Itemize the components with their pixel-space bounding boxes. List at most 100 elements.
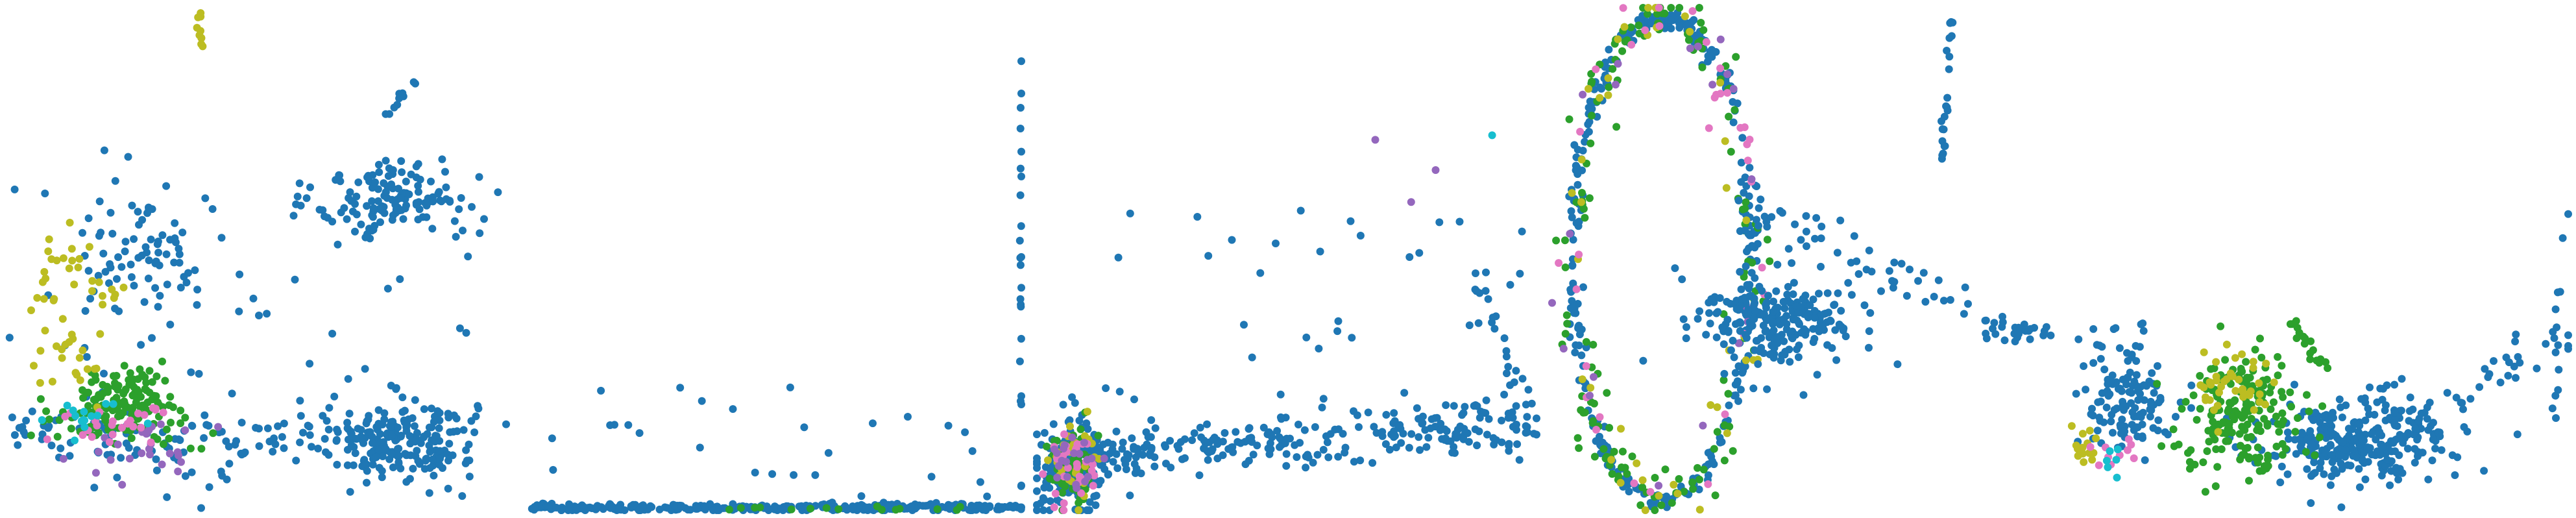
data-point [2102, 456, 2111, 465]
data-point [1773, 333, 1781, 341]
data-point [2169, 425, 2178, 434]
data-point [2124, 446, 2132, 454]
data-point [1513, 426, 1520, 434]
data-point [181, 472, 189, 480]
data-point [1228, 236, 1236, 244]
data-point [1716, 35, 1725, 43]
data-point [2275, 428, 2283, 436]
data-point [502, 420, 510, 428]
data-point [1572, 166, 1580, 175]
data-point [1705, 124, 1713, 132]
data-point [1458, 411, 1466, 419]
data-point [1791, 220, 1799, 228]
data-point [2379, 384, 2387, 393]
data-point [2512, 330, 2520, 339]
data-point [128, 391, 137, 400]
data-point [1865, 246, 1873, 254]
data-point [2463, 427, 2472, 436]
data-point [608, 502, 616, 511]
data-point [158, 231, 167, 240]
data-point [1533, 414, 1540, 423]
data-point [143, 419, 152, 428]
data-point [1940, 142, 1949, 151]
data-point [1757, 334, 1766, 342]
data-point [2132, 341, 2140, 350]
data-point [152, 392, 160, 401]
data-point [1077, 489, 1086, 497]
data-point [1596, 413, 1604, 421]
data-point [1381, 440, 1390, 449]
data-point [79, 346, 87, 354]
data-point [1623, 470, 1631, 478]
data-point [1727, 147, 1735, 156]
data-point [1738, 134, 1747, 142]
data-point [1790, 278, 1798, 287]
data-point [714, 506, 723, 514]
data-point [269, 447, 277, 456]
data-point [2243, 420, 2252, 428]
data-point [1582, 343, 1590, 352]
data-point [1089, 482, 1097, 490]
data-point [1017, 57, 1025, 66]
data-point [304, 421, 312, 430]
data-point [2341, 445, 2350, 454]
data-point [1112, 427, 1121, 436]
data-point [194, 13, 202, 21]
data-point [849, 506, 857, 513]
data-point [2320, 412, 2328, 420]
data-point [1589, 341, 1598, 349]
data-point [2285, 435, 2292, 443]
data-point [397, 157, 406, 166]
data-point [88, 433, 96, 441]
data-point [1610, 447, 1618, 456]
data-point [1204, 252, 1213, 260]
data-point [1418, 419, 1427, 427]
data-point [171, 435, 179, 443]
data-point [580, 505, 588, 513]
data-point [188, 422, 197, 430]
data-point [2024, 327, 2033, 335]
data-point [1720, 369, 1729, 378]
data-point [1108, 445, 1117, 454]
data-point [1747, 175, 1756, 183]
data-point [1267, 445, 1275, 453]
data-point [1267, 430, 1275, 439]
data-point [2243, 373, 2251, 382]
data-point [2235, 375, 2243, 384]
data-point [1488, 131, 1496, 140]
data-point [458, 492, 467, 500]
data-point [2132, 371, 2141, 379]
data-point [2485, 370, 2494, 378]
data-point [278, 433, 286, 441]
data-point [1744, 156, 1752, 165]
data-point [435, 461, 444, 469]
data-point [2193, 415, 2201, 424]
data-point [1533, 430, 1540, 439]
data-point [790, 471, 798, 479]
data-point [379, 438, 387, 446]
data-point [1396, 421, 1404, 429]
data-point [558, 503, 566, 512]
data-point [121, 386, 129, 395]
data-point [1586, 384, 1595, 392]
data-point [1592, 65, 1600, 73]
data-point [1451, 449, 1459, 457]
data-point [1762, 327, 1770, 334]
data-point [1633, 459, 1641, 467]
data-point [1436, 426, 1444, 434]
data-point [384, 172, 393, 180]
data-point [2230, 397, 2239, 405]
data-point [2196, 372, 2204, 380]
data-point [1104, 470, 1113, 478]
data-point [165, 434, 173, 443]
data-point [2209, 417, 2217, 426]
data-point [380, 409, 389, 417]
data-point [2272, 452, 2280, 460]
data-point [1737, 285, 1745, 293]
data-point [1877, 287, 1885, 295]
data-point [398, 393, 407, 402]
data-point [1760, 349, 1768, 357]
data-point [2513, 430, 2521, 439]
data-point [2496, 378, 2505, 387]
data-point [956, 502, 964, 511]
